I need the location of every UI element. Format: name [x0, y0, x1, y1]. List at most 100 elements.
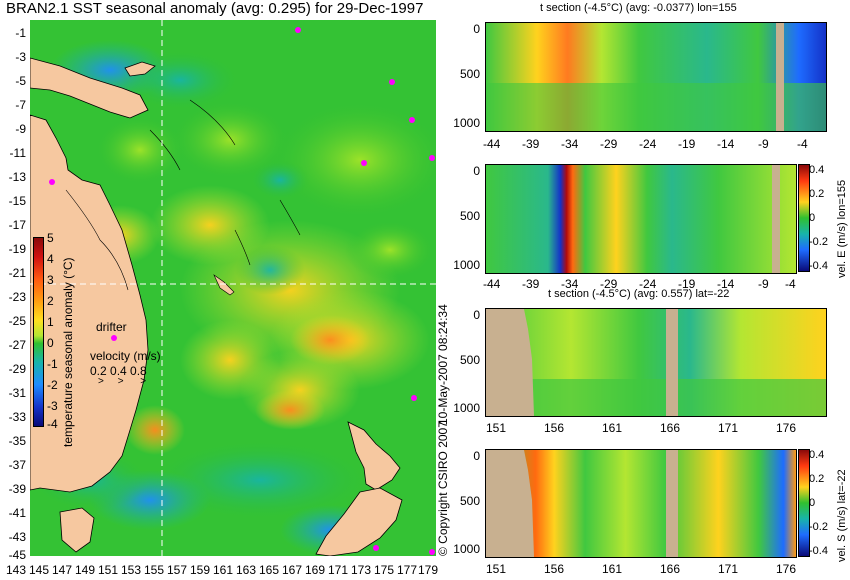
p4-x-tick: 176: [776, 562, 797, 576]
p2-x-tick: -14: [717, 277, 735, 291]
lon-tick: 153: [121, 563, 142, 577]
lat-tick: -13: [8, 170, 26, 184]
p1-x-tick: -44: [483, 137, 501, 151]
cb4-tick: -0.4: [809, 545, 828, 557]
p2-y-tick: 1000: [453, 258, 480, 272]
colorbar-tick: 4: [47, 252, 54, 266]
lon-tick: 175: [374, 563, 395, 577]
colorbar-tick: 2: [47, 294, 54, 308]
velocity-legend-arrows: ˃ ˃ >: [98, 376, 147, 387]
lat-tick: -39: [8, 482, 26, 496]
p2-x-tick: -39: [522, 277, 540, 291]
lat-tick: -27: [8, 338, 26, 352]
lat-tick: -19: [8, 242, 26, 256]
sst-map: [30, 20, 436, 556]
p2-x-tick: -24: [639, 277, 657, 291]
p1-y-tick: 500: [459, 67, 480, 81]
drifter-markers: [49, 27, 435, 555]
lat-tick: -29: [8, 362, 26, 376]
lat-tick: -33: [8, 410, 26, 424]
section2-cb-label: vel. E (m/s) lon=155: [836, 179, 848, 278]
drifter-legend-label: drifter: [96, 320, 127, 334]
p1-x-tick: -9: [758, 137, 769, 151]
p4-x-tick: 161: [602, 562, 623, 576]
p3-y-tick: 0: [473, 308, 480, 322]
colorbar-tick: 0: [47, 336, 54, 350]
australia: [30, 114, 149, 493]
section4-colorbar: [798, 449, 810, 557]
new-caledonia: [213, 274, 235, 296]
section4-plot: [485, 449, 797, 558]
anomaly-field: [30, 40, 436, 555]
lon-tick: 151: [98, 563, 119, 577]
p4-x-tick: 171: [718, 562, 739, 576]
lat-tick: -25: [8, 314, 26, 328]
section3-plot: [485, 308, 827, 417]
lon-tick: 167: [282, 563, 303, 577]
p3-x-tick: 166: [660, 421, 681, 435]
section1-title: t section (-4.5°C) (avg: -0.0377) lon=15…: [540, 2, 737, 14]
lat-tick: -23: [8, 290, 26, 304]
colorbar-tick: 1: [47, 315, 54, 329]
p4-x-tick: 156: [544, 562, 565, 576]
p4-x-tick: 166: [660, 562, 681, 576]
new-britain: [124, 61, 156, 77]
colorbar-tick: -1: [47, 357, 58, 371]
lat-tick: -7: [15, 98, 26, 112]
p3-x-tick: 176: [776, 421, 797, 435]
colorbar-tick: 5: [47, 231, 54, 245]
map-colorbar: [33, 237, 44, 427]
cb4-tick: 0: [809, 497, 816, 509]
colorbar-tick: -2: [47, 378, 58, 392]
lon-tick: 165: [259, 563, 280, 577]
p4-y-tick: 500: [459, 494, 480, 508]
p1-x-tick: -24: [639, 137, 657, 151]
p2-x-tick: -34: [561, 277, 579, 291]
lon-tick: 171: [328, 563, 349, 577]
lon-tick: 173: [351, 563, 372, 577]
p2-x-tick: -4: [785, 277, 796, 291]
cb4-tick: -0.2: [809, 521, 828, 533]
cb2-tick: 0.2: [809, 188, 825, 200]
lat-tick: -31: [8, 386, 26, 400]
p4-y-tick: 0: [473, 449, 480, 463]
p1-x-tick: -19: [678, 137, 696, 151]
p1-y-tick: 1000: [453, 116, 480, 130]
lon-tick: 179: [418, 563, 439, 577]
lat-tick: -17: [8, 218, 26, 232]
lat-tick: -15: [8, 194, 26, 208]
map-colorbar-label: temperature seasonal anomaly (°C): [61, 257, 75, 447]
section4-cb-label: vel. S (m/s) lat=-22: [836, 469, 848, 562]
lat-tick: -9: [15, 122, 26, 136]
p1-x-tick: -14: [717, 137, 735, 151]
lon-tick: 169: [305, 563, 326, 577]
lon-tick: 147: [52, 563, 73, 577]
lat-tick: -43: [8, 530, 26, 544]
lon-tick: 155: [144, 563, 165, 577]
p2-y-tick: 500: [459, 209, 480, 223]
reef-outlines: [65, 99, 301, 291]
p3-y-tick: 500: [459, 353, 480, 367]
tasmania: [59, 507, 95, 553]
cb2-tick: -0.4: [809, 260, 828, 272]
p1-x-tick: -39: [522, 137, 540, 151]
new-guinea: [30, 57, 149, 119]
lat-tick: -1: [15, 26, 26, 40]
velocity-legend-scale: 0.2 0.4 0.8: [90, 364, 147, 378]
velocity-legend-label: velocity (m/s): [90, 349, 161, 363]
cb2-tick: 0.4: [809, 164, 825, 176]
p2-x-tick: -29: [600, 277, 618, 291]
sst-map-svg: [30, 20, 436, 556]
lat-tick: -41: [8, 506, 26, 520]
colorbar-tick: 3: [47, 273, 54, 287]
section2-colorbar: [798, 164, 810, 272]
lon-tick: 159: [190, 563, 211, 577]
lat-tick: -5: [15, 74, 26, 88]
lat-tick: -35: [8, 434, 26, 448]
lon-tick: 163: [236, 563, 257, 577]
p4-x-tick: 151: [486, 562, 507, 576]
p2-x-tick: -9: [758, 277, 769, 291]
land-masses: [30, 57, 403, 556]
p2-x-tick: -19: [678, 277, 696, 291]
p3-x-tick: 161: [602, 421, 623, 435]
